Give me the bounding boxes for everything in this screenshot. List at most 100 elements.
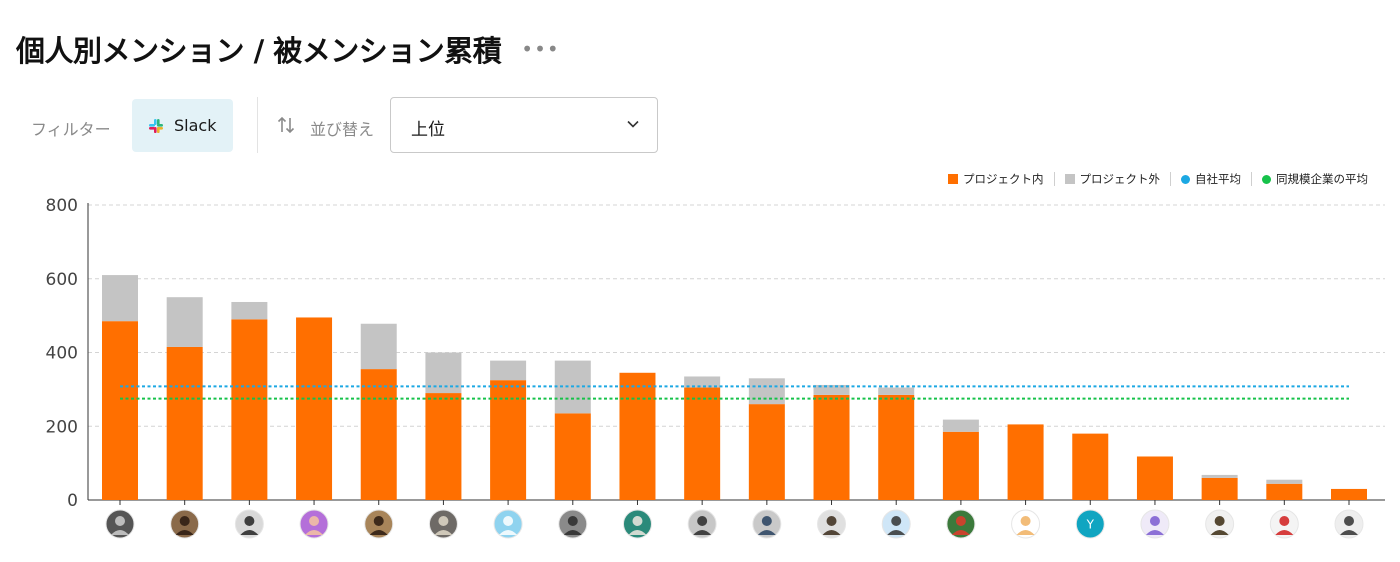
bar-inside[interactable] [554,413,591,500]
avatar-head [244,516,255,526]
avatar-body [1340,530,1358,535]
avatar-body [240,530,259,535]
avatar-head [891,516,902,526]
chart-legend: プロジェクト内 プロジェクト外 自社平均 同規模企業の平均 [948,171,1368,187]
y-tick-label: 800 [46,196,78,216]
avatar-body [1145,530,1164,535]
legend-item-outside[interactable]: プロジェクト外 [1064,171,1161,187]
title-row: 個人別メンション / 被メンション累積 ••• [16,28,560,70]
legend-label-company-avg: 自社平均 [1195,172,1241,186]
avatar-head [438,516,449,526]
bar-outside[interactable] [878,387,915,395]
bar-outside[interactable] [748,378,785,405]
legend-swatch-outside [1064,174,1075,184]
bar-inside[interactable] [166,346,203,500]
legend-item-peer-avg[interactable]: 同規模企業の平均 [1262,171,1368,187]
bar-inside[interactable] [1136,456,1173,500]
avatar-head [179,516,190,526]
avatar[interactable] [1075,509,1105,539]
legend-label-peer-avg: 同規模企業の平均 [1276,172,1368,186]
avatar-body [499,530,518,535]
bar-inside[interactable] [296,317,333,500]
bar-outside[interactable] [684,376,721,388]
slack-filter-chip[interactable]: Slack [132,99,233,152]
avatar-head [826,516,837,526]
stacked-bar-chart: 0 200 400 600 800 Y [46,196,1385,539]
bar-outside[interactable] [360,323,397,370]
legend-separator [1170,172,1171,186]
legend-item-inside[interactable]: プロジェクト内 [948,171,1044,187]
legend-item-company-avg[interactable]: 自社平均 [1181,171,1241,187]
avatar-body [1016,530,1035,535]
avatar-head [503,516,514,526]
bar-outside[interactable] [166,297,203,347]
avatar-head [761,516,772,526]
y-tick-label: 0 [67,491,78,511]
page-title: 個人別メンション / 被メンション累積 [16,34,502,68]
avatar-body [369,530,388,535]
sort-label: 並び替え [310,120,375,139]
avatar-body [434,530,453,535]
filter-bar: フィルター Slack 並び替え 上位 [0,97,700,155]
bar-inside[interactable] [102,321,138,500]
bar-inside[interactable] [619,372,656,500]
more-options-icon[interactable]: ••• [521,37,560,61]
avatar-body [887,530,906,535]
bar-outside[interactable] [1266,479,1303,484]
avatar-head [1279,516,1290,526]
slack-filter-label: Slack [174,116,217,135]
bar-outside[interactable] [102,275,138,322]
avatar-head [309,516,320,526]
avatar-initial: Y [1086,518,1095,532]
y-tick-label: 200 [46,417,78,437]
avatar-body [951,530,970,535]
bar-inside[interactable] [748,404,785,500]
avatar-body [822,530,841,535]
chevron-down-icon [627,120,639,128]
slack-icon [149,118,163,133]
avatar-head [955,516,966,526]
legend-dot-company-avg [1181,174,1190,184]
avatar-body [563,530,582,535]
legend-separator [1053,172,1055,186]
avatar-body [757,530,776,535]
legend-swatch-inside [948,174,958,184]
legend-label-outside: プロジェクト外 [1079,172,1161,186]
bar-outside[interactable] [231,301,268,320]
avatar-head [373,516,384,526]
bar-inside[interactable] [360,369,397,500]
bar-inside[interactable] [1072,433,1109,500]
bar-inside[interactable] [684,387,721,500]
bar-outside[interactable] [813,384,850,395]
bar-inside[interactable] [425,393,462,500]
bar-inside[interactable] [942,431,979,500]
legend-dot-peer-avg [1262,174,1271,184]
avatar-head [1149,516,1160,526]
bar-inside[interactable] [1201,477,1238,500]
bar-inside[interactable] [1007,424,1044,500]
sort-select[interactable]: 上位 [390,97,658,153]
bar-outside[interactable] [490,360,527,381]
avatar-body [628,530,647,535]
avatar-body [1210,530,1229,535]
sort-select-value: 上位 [411,120,445,140]
y-tick-label: 400 [46,344,78,364]
bar-inside[interactable] [878,394,915,500]
y-tick-label: 600 [46,270,78,290]
legend-label-inside: プロジェクト内 [963,172,1044,186]
filter-divider [257,97,258,153]
sort-icon [277,116,295,134]
avatar-body [175,530,194,535]
bar-inside[interactable] [813,394,850,500]
bar-inside[interactable] [490,380,527,500]
bar-inside[interactable] [1266,483,1303,500]
avatar-head [697,516,708,526]
avatar-head [1214,516,1225,526]
bar-outside[interactable] [425,352,462,394]
avatar-body [111,530,129,535]
bar-inside[interactable] [231,319,268,500]
bar-outside[interactable] [942,419,979,432]
bar-outside[interactable] [1201,474,1238,478]
avatar-head [1020,516,1031,526]
bar-inside[interactable] [1331,488,1367,500]
